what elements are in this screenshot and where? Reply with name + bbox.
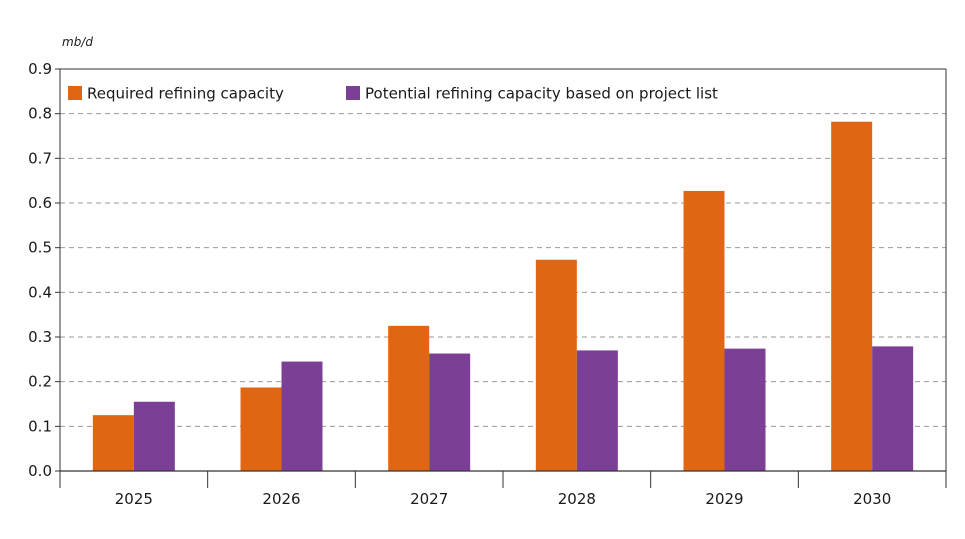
legend-label: Required refining capacity bbox=[87, 85, 284, 103]
bar-required-2026 bbox=[240, 387, 282, 471]
bar-required-2025 bbox=[92, 415, 134, 471]
bar-potential-2025 bbox=[133, 401, 175, 471]
legend-swatch bbox=[68, 86, 82, 100]
legend: Required refining capacity Potential refi… bbox=[68, 85, 718, 103]
y-tick-label: 0.9 bbox=[28, 60, 52, 78]
x-tick-label: 2026 bbox=[262, 490, 300, 508]
x-tick-label: 2030 bbox=[853, 490, 891, 508]
bar-potential-2028 bbox=[576, 350, 618, 471]
x-tick-label: 2029 bbox=[705, 490, 743, 508]
bar-potential-2027 bbox=[429, 353, 471, 471]
y-tick-label: 0.8 bbox=[28, 105, 52, 123]
bar-required-2028 bbox=[535, 259, 577, 471]
x-tick-label: 2028 bbox=[558, 490, 596, 508]
y-tick-label: 0.4 bbox=[28, 283, 52, 301]
y-tick-label: 0.5 bbox=[28, 239, 52, 257]
y-axis-unit-label: mb/d bbox=[62, 35, 93, 49]
legend-label: Potential refining capacity based on pro… bbox=[365, 85, 718, 103]
bar-potential-2030 bbox=[872, 346, 914, 471]
y-tick-label: 0.6 bbox=[28, 194, 52, 212]
bar-required-2029 bbox=[683, 190, 725, 471]
y-tick-label: 0.7 bbox=[28, 149, 52, 167]
y-tick-label: 0.1 bbox=[28, 417, 52, 435]
legend-swatch bbox=[346, 86, 360, 100]
bar-potential-2029 bbox=[724, 348, 766, 471]
axes: 0.0 0.1 0.2 0.3 0.4 0.5 0.6 0.7 0.8 0.9 2025 2026 20… bbox=[28, 60, 947, 508]
x-tick-label: 2027 bbox=[410, 490, 448, 508]
bar-required-2030 bbox=[831, 121, 873, 471]
gridlines bbox=[60, 68, 946, 427]
bar-required-2027 bbox=[388, 325, 430, 471]
y-tick-label: 0.2 bbox=[28, 373, 52, 391]
y-tick-label: 0.3 bbox=[28, 328, 52, 346]
y-tick-label: 0.0 bbox=[28, 462, 52, 480]
bar-potential-2026 bbox=[281, 361, 323, 471]
x-tick-label: 2025 bbox=[115, 490, 153, 508]
bars bbox=[92, 121, 914, 471]
